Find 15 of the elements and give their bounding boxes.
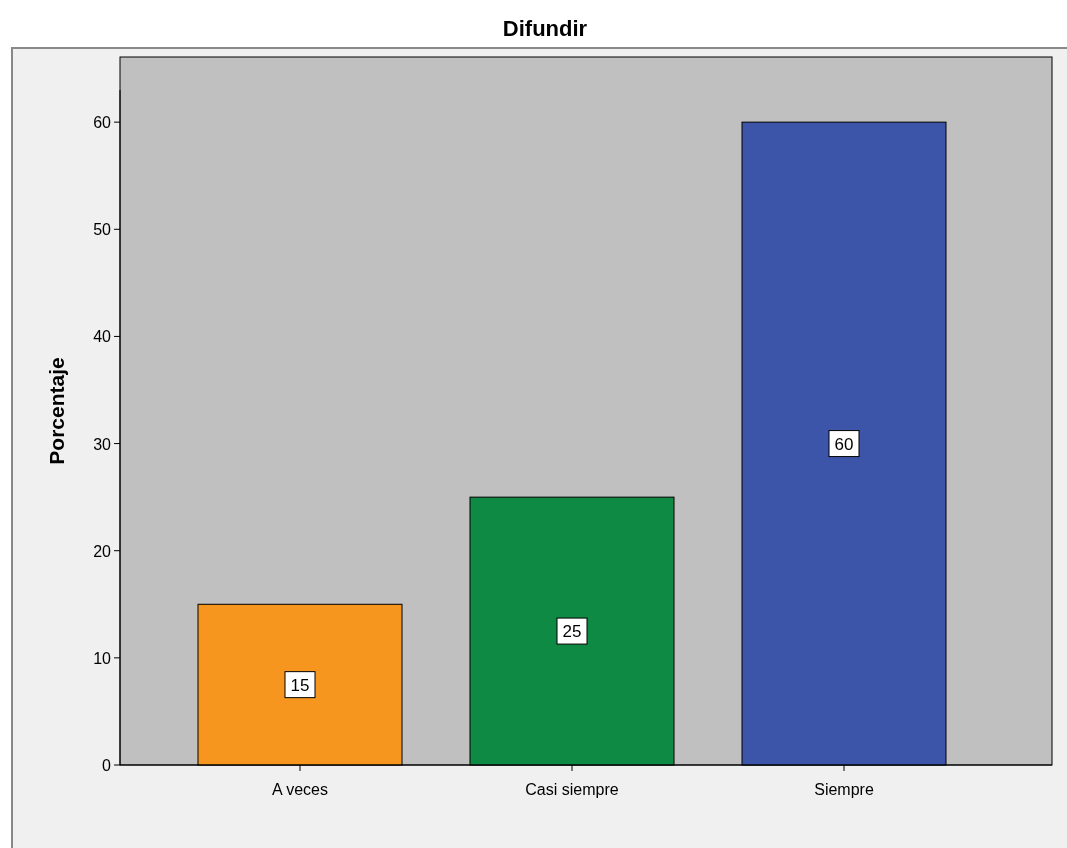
chart-title: Difundir bbox=[502, 16, 588, 41]
y-tick-label: 0 bbox=[102, 757, 112, 774]
x-tick-label: A veces bbox=[271, 781, 329, 798]
y-tick-label: 10 bbox=[93, 649, 112, 667]
y-tick-label: 50 bbox=[93, 221, 112, 239]
y-tick-label: 40 bbox=[93, 328, 112, 346]
y-tick-label: 60 bbox=[93, 114, 112, 132]
x-tick-label: Siempre bbox=[814, 781, 874, 798]
data-label: 60 bbox=[834, 434, 854, 454]
data-label: 15 bbox=[290, 675, 310, 695]
y-tick-label: 20 bbox=[93, 542, 112, 560]
x-tick-label: Casi siempre bbox=[525, 781, 619, 798]
y-tick-label: 30 bbox=[93, 435, 112, 453]
y-axis-title: Porcentaje bbox=[45, 357, 68, 465]
data-label: 25 bbox=[562, 622, 582, 642]
